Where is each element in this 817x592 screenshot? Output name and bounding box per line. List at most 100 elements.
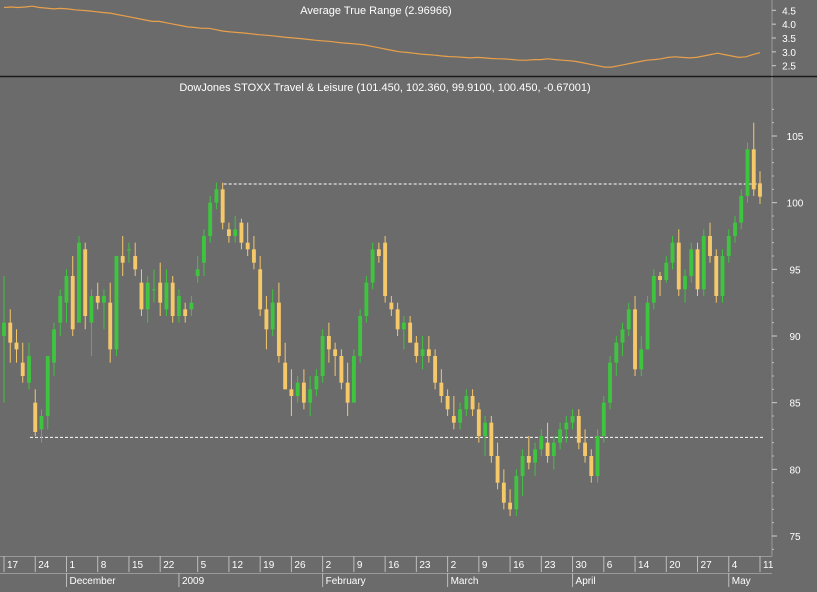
candle [564,416,569,443]
price-y-tick-label: 75 [789,532,801,543]
x-tick-label: 16 [388,560,400,571]
candle-body [33,402,38,432]
candle [283,342,288,390]
candle-body [189,302,194,310]
candle [233,216,238,243]
candle-body [645,302,650,350]
candle [514,469,519,516]
candle-body [639,349,644,370]
candle [258,256,263,316]
support-resistance-lines [30,183,763,438]
candle-body [145,282,150,310]
candle [570,409,575,430]
candle [45,356,50,430]
x-tick-label: 12 [232,560,244,571]
x-tick-label: 26 [294,560,306,571]
candle-body [514,476,519,510]
candle [583,429,587,463]
atr-y-tick-label: 2.5 [782,62,796,73]
candle [301,369,306,410]
candle [639,336,644,376]
candle-body [108,302,113,350]
candle-body [589,456,594,476]
candle [64,269,69,323]
candle [758,171,762,204]
candle-body [58,296,63,323]
candle-body [233,229,238,236]
candle [102,289,106,330]
candle-body [258,269,263,310]
candle [620,322,625,356]
candle [2,276,6,403]
candle [695,242,700,296]
candle-body [695,249,700,290]
candle [108,282,113,363]
candle-body [489,422,494,456]
candle [314,369,319,396]
x-tick-label: 11 [763,560,774,571]
candle [295,376,300,403]
candle-body [745,149,750,196]
candle [676,229,681,296]
candle [270,289,275,336]
candle-body [495,456,500,483]
candle-body [439,382,444,396]
candle-body [651,276,656,303]
candle [520,449,525,496]
x-tick-label: 17 [7,560,19,571]
candle-body [389,302,394,310]
candle [708,222,712,263]
candle-body [64,276,69,303]
candle [264,296,269,350]
candle [670,236,675,270]
candle [658,272,662,296]
candle-body [583,442,587,456]
candle-body [433,356,438,383]
candle [77,236,81,323]
candle-body [208,202,213,236]
candle [426,336,431,363]
candle-body [295,382,300,396]
price-title: DowJones STOXX Travel & Leisure (101.450… [179,82,590,94]
price-y-tick-label: 80 [789,465,801,476]
candle [95,282,100,310]
candle [701,229,706,296]
candle-body [177,296,181,316]
candle [170,276,175,323]
candle-body [451,416,456,423]
x-tick-label: 2 [326,560,332,571]
candle [739,189,744,230]
candle-body [314,376,319,390]
candle-body [633,309,637,370]
candle [364,276,369,323]
candle [214,182,219,210]
candle [326,322,331,363]
candle [58,289,63,336]
candle-body [476,409,481,436]
candle-body [539,436,544,450]
candle-body [464,396,469,410]
atr-y-tick-label: 4.0 [782,20,796,31]
candle [276,282,281,363]
atr-y-tick-label: 3.0 [782,48,796,59]
candle-body [570,416,575,423]
candle-body [245,242,250,250]
candle [358,309,363,363]
candle [14,329,19,363]
candle-body [164,282,169,310]
candle [508,489,513,516]
candle-body [345,382,350,403]
candle-body [545,442,550,456]
candle-body [426,349,431,356]
atr-title: Average True Range (2.96966) [300,5,451,17]
candle-body [395,309,400,330]
candle [345,362,350,416]
x-tick-label: 23 [419,560,431,571]
candle [195,256,200,283]
candle [664,256,669,283]
candle-body [89,296,94,323]
candle [608,356,612,410]
candle [495,442,500,490]
atr-series [3,5,761,68]
